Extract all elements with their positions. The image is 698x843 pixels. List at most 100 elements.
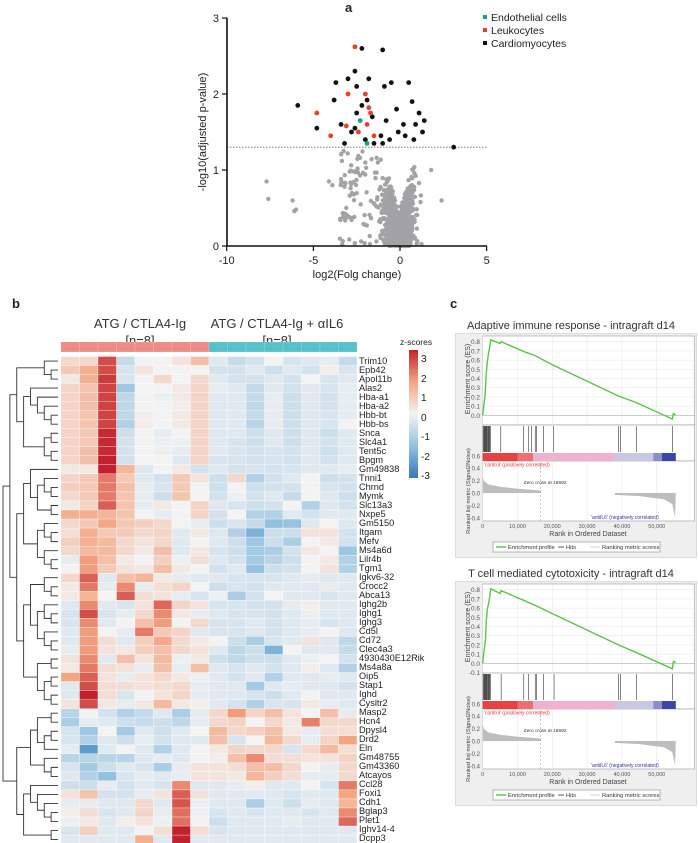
heatmap-cell xyxy=(227,600,247,610)
heatmap-cell xyxy=(116,464,136,475)
heatmap-cell xyxy=(301,545,321,556)
heatmap-cell xyxy=(245,654,265,664)
heatmap-cell xyxy=(60,654,80,664)
heatmap-cell xyxy=(319,410,339,420)
heatmap-cell xyxy=(60,410,80,420)
heatmap-cell xyxy=(153,518,173,529)
heatmap-cell xyxy=(116,726,136,736)
background-point xyxy=(401,223,406,229)
heatmap-cell xyxy=(208,708,228,718)
heatmap-cell xyxy=(282,798,302,809)
heatmap-cell xyxy=(264,527,284,538)
heatmap-cell xyxy=(282,654,302,664)
heatmap-cell xyxy=(60,717,80,727)
cardiomyocytes-point xyxy=(369,114,375,120)
heatmap-cell xyxy=(319,446,339,456)
heatmap-cell xyxy=(79,636,99,646)
heatmap-cell xyxy=(319,464,339,475)
heatmap-cell xyxy=(264,717,284,727)
heatmap-cell xyxy=(79,834,99,843)
heatmap-cell xyxy=(116,609,136,619)
heatmap-cell xyxy=(60,735,80,745)
heatmap-cell xyxy=(134,482,154,493)
heatmap-cell xyxy=(208,500,228,511)
heatmap-cell xyxy=(338,771,358,782)
heatmap-cell xyxy=(227,410,247,420)
heatmap-cell xyxy=(134,654,154,664)
heatmap-cell xyxy=(60,555,80,565)
heatmap-cell xyxy=(282,771,302,782)
heatmap-cell xyxy=(60,527,80,538)
heatmap-cell xyxy=(264,455,284,466)
heatmap-cell xyxy=(171,816,191,827)
heatmap-cell xyxy=(97,834,117,843)
ranking-color-bar-segment xyxy=(614,453,654,461)
es-axis-label: Enrichment score (ES) xyxy=(465,592,472,662)
background-point xyxy=(337,236,343,241)
heatmap-cell xyxy=(338,690,358,700)
heatmap-cell xyxy=(60,401,80,411)
heatmap-cell xyxy=(319,798,339,809)
heatmap-cell xyxy=(338,446,358,456)
background-point xyxy=(326,179,332,184)
heatmap-cell xyxy=(171,555,191,565)
heatmap-cell xyxy=(264,690,284,700)
heatmap-cell xyxy=(245,708,265,718)
heatmap-cell xyxy=(227,509,247,520)
heatmap-cell xyxy=(97,365,117,375)
heatmap-cell xyxy=(116,636,136,646)
background-point xyxy=(385,208,390,214)
heatmap-cell xyxy=(153,482,173,493)
cardiomyocytes-point xyxy=(451,144,457,150)
heatmap-cell xyxy=(227,591,247,601)
heatmap-cell xyxy=(171,446,191,456)
heatmap-cell xyxy=(60,365,80,375)
heatmap-cell xyxy=(208,654,228,664)
background-point xyxy=(377,187,382,192)
heatmap-cell xyxy=(282,356,302,366)
heatmap-cell xyxy=(208,627,228,637)
background-point xyxy=(383,182,388,187)
dendrogram-branch xyxy=(36,396,58,414)
heatmap-cell xyxy=(153,645,173,655)
dendrogram-branch xyxy=(36,611,45,640)
heatmap-cell xyxy=(245,726,265,736)
heatmap-cell xyxy=(60,798,80,809)
es-tick-label: 0.2 xyxy=(471,394,480,401)
heatmap-cell xyxy=(134,744,154,754)
heatmap-cell xyxy=(116,699,136,709)
heatmap-cell xyxy=(301,500,321,511)
heatmap-cell xyxy=(134,356,154,366)
dendrogram-branch xyxy=(50,658,58,669)
heatmap-cell xyxy=(264,609,284,619)
heatmap-cell xyxy=(208,536,228,547)
heatmap-cell xyxy=(153,600,173,610)
heatmap-cell xyxy=(79,609,99,619)
heatmap-cell xyxy=(208,464,228,475)
background-point xyxy=(352,214,357,220)
heatmap-cell xyxy=(245,753,265,764)
heatmap-cell xyxy=(79,681,99,691)
heatmap-cell xyxy=(282,365,302,375)
heatmap-cell xyxy=(227,753,247,764)
dendrogram-branch xyxy=(50,414,58,425)
rank-axis-label: Ranked list metric (Signal2Noise) xyxy=(466,696,472,782)
cardiomyocytes-point xyxy=(331,97,337,103)
heatmap-cell xyxy=(134,672,154,682)
heatmap-cell xyxy=(245,428,265,438)
heatmap-cell xyxy=(79,428,99,438)
heatmap-cell xyxy=(301,374,321,384)
cardiomyocytes-point xyxy=(413,122,418,127)
heatmap-cell xyxy=(97,807,117,818)
gene-label: Cdh1 xyxy=(359,797,381,808)
heatmap-cell xyxy=(190,428,210,438)
heatmap-cell xyxy=(245,591,265,601)
background-point xyxy=(406,210,411,215)
gsea-plot-tcell-cytotoxicity: 0.8 0.7 0.6 0.5 0.4 0.3 0.2 0.1 0.0 -0.1 0.6 0.4 0.2… xyxy=(455,581,697,806)
dendrogram-branch xyxy=(43,437,52,457)
heatmap-cell xyxy=(134,717,154,727)
heatmap-cell xyxy=(301,491,321,502)
background-point xyxy=(377,219,382,224)
heatmap-cell xyxy=(208,744,228,754)
heatmap-cell xyxy=(79,509,99,520)
